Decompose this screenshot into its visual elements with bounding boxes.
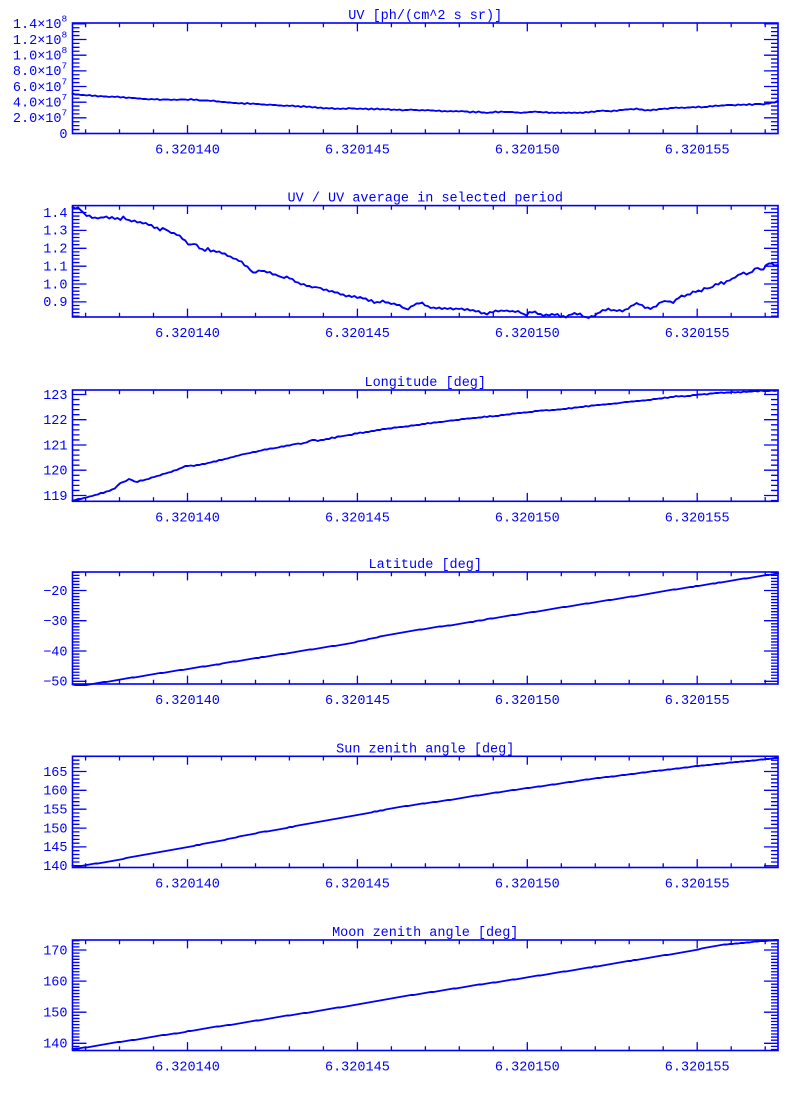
svg-text:170: 170 — [43, 944, 67, 959]
svg-text:6.320150: 6.320150 — [495, 144, 560, 159]
svg-text:7: 7 — [62, 92, 68, 103]
svg-text:1.4: 1.4 — [43, 207, 67, 222]
svg-text:8: 8 — [62, 29, 68, 40]
svg-text:6.320140: 6.320140 — [155, 694, 220, 709]
svg-text:8: 8 — [62, 14, 68, 25]
svg-text:6.320145: 6.320145 — [325, 694, 390, 709]
svg-text:−50: −50 — [43, 676, 67, 691]
svg-text:Moon zenith angle [deg]: Moon zenith angle [deg] — [332, 926, 518, 941]
svg-text:7: 7 — [62, 108, 68, 119]
svg-text:160: 160 — [43, 975, 67, 990]
svg-text:UV / UV average in selected pe: UV / UV average in selected period — [288, 192, 563, 207]
svg-text:8: 8 — [62, 45, 68, 56]
svg-text:6.320150: 6.320150 — [495, 327, 560, 342]
svg-text:6.320150: 6.320150 — [495, 878, 560, 893]
svg-text:6.320155: 6.320155 — [665, 144, 730, 159]
svg-text:8.0×10: 8.0×10 — [13, 65, 62, 80]
svg-text:6.320140: 6.320140 — [155, 511, 220, 526]
svg-text:6.320145: 6.320145 — [325, 327, 390, 342]
svg-text:6.320145: 6.320145 — [325, 144, 390, 159]
svg-text:0.9: 0.9 — [43, 296, 67, 311]
svg-text:6.320155: 6.320155 — [665, 327, 730, 342]
svg-text:6.320140: 6.320140 — [155, 144, 220, 159]
svg-text:−40: −40 — [43, 645, 67, 660]
svg-text:Sun zenith angle [deg]: Sun zenith angle [deg] — [336, 742, 514, 757]
svg-text:155: 155 — [43, 804, 67, 819]
svg-text:119: 119 — [43, 490, 67, 505]
svg-text:UV [ph/(cm^2 s sr)]: UV [ph/(cm^2 s sr)] — [348, 9, 502, 24]
svg-text:1.4×10: 1.4×10 — [13, 18, 62, 33]
svg-text:0: 0 — [59, 128, 67, 143]
svg-text:1.2×10: 1.2×10 — [13, 34, 62, 49]
svg-text:140: 140 — [43, 1038, 67, 1053]
svg-text:Latitude [deg]: Latitude [deg] — [369, 558, 482, 573]
svg-text:6.320140: 6.320140 — [155, 327, 220, 342]
svg-text:4.0×10: 4.0×10 — [13, 97, 62, 112]
svg-text:150: 150 — [43, 822, 67, 837]
svg-text:1.0: 1.0 — [43, 278, 67, 293]
svg-text:6.320155: 6.320155 — [665, 511, 730, 526]
svg-text:−30: −30 — [43, 615, 67, 630]
svg-text:Longitude [deg]: Longitude [deg] — [364, 376, 486, 391]
svg-text:6.320150: 6.320150 — [495, 1061, 560, 1076]
svg-text:1.1: 1.1 — [43, 261, 67, 276]
svg-text:1.0×10: 1.0×10 — [13, 50, 62, 65]
svg-text:6.320150: 6.320150 — [495, 694, 560, 709]
svg-text:160: 160 — [43, 785, 67, 800]
svg-text:6.320155: 6.320155 — [665, 878, 730, 893]
svg-text:6.320155: 6.320155 — [665, 694, 730, 709]
svg-text:2.0×10: 2.0×10 — [13, 112, 62, 127]
svg-text:6.320150: 6.320150 — [495, 511, 560, 526]
svg-text:6.0×10: 6.0×10 — [13, 81, 62, 96]
svg-text:120: 120 — [43, 465, 67, 480]
svg-text:7: 7 — [62, 61, 68, 72]
svg-text:123: 123 — [43, 389, 67, 404]
svg-text:6.320140: 6.320140 — [155, 878, 220, 893]
svg-text:150: 150 — [43, 1007, 67, 1022]
svg-text:6.320145: 6.320145 — [325, 1061, 390, 1076]
svg-text:1.3: 1.3 — [43, 225, 67, 240]
svg-text:122: 122 — [43, 414, 67, 429]
svg-text:140: 140 — [43, 860, 67, 875]
svg-text:145: 145 — [43, 841, 67, 856]
svg-text:1.2: 1.2 — [43, 243, 67, 258]
svg-text:121: 121 — [43, 439, 67, 454]
svg-text:7: 7 — [62, 76, 68, 87]
svg-text:165: 165 — [43, 766, 67, 781]
svg-text:6.320145: 6.320145 — [325, 878, 390, 893]
svg-text:6.320155: 6.320155 — [665, 1061, 730, 1076]
svg-text:6.320145: 6.320145 — [325, 511, 390, 526]
svg-text:−20: −20 — [43, 585, 67, 600]
svg-text:6.320140: 6.320140 — [155, 1061, 220, 1076]
